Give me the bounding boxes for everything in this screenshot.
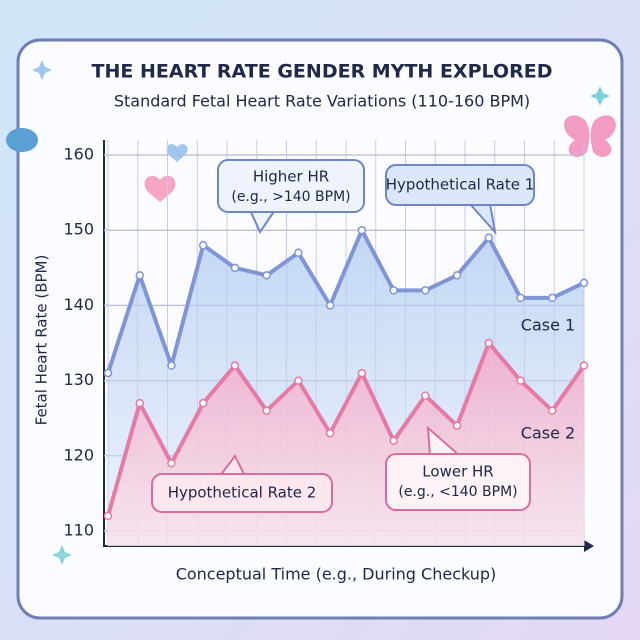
annotation: Higher HR	[253, 168, 329, 186]
point	[167, 459, 176, 468]
point	[579, 278, 589, 288]
annotation: Lower HR	[422, 463, 493, 481]
point	[516, 376, 525, 385]
annotation: (e.g., >140 BPM)	[231, 189, 350, 205]
point	[167, 361, 176, 370]
point	[135, 271, 144, 280]
series-line	[106, 341, 586, 517]
chart-title: THE HEART RATE GENDER MYTH EXPLORED	[92, 61, 553, 83]
series-line	[106, 228, 585, 374]
butterfly-icon	[564, 115, 616, 158]
chart-subtitle: Standard Fetal Heart Rate Variations (11…	[114, 92, 530, 111]
y-tick-label: 110	[63, 520, 94, 539]
point	[103, 368, 113, 378]
sparkle	[590, 86, 610, 106]
sparkle	[32, 60, 52, 80]
y-tick-label: 120	[63, 445, 94, 464]
y-tick-label: 130	[63, 370, 94, 389]
point	[135, 398, 144, 408]
point	[198, 241, 208, 250]
point	[262, 406, 271, 415]
y-tick-label: 150	[63, 220, 94, 239]
callout-tail	[426, 425, 461, 457]
point	[452, 421, 462, 430]
point	[548, 293, 557, 303]
callout-tail	[469, 203, 497, 236]
point	[294, 376, 303, 385]
sparkle	[52, 545, 72, 565]
point	[516, 293, 525, 303]
point	[357, 225, 367, 235]
callout-box	[385, 453, 531, 511]
y-axis-label: Fetal Heart Rate (BPM)	[33, 255, 51, 426]
point	[421, 286, 430, 295]
point	[230, 361, 240, 370]
point	[484, 233, 494, 242]
callout-tail	[249, 209, 276, 235]
point	[452, 271, 462, 280]
axis-arrow	[584, 540, 594, 552]
point	[230, 263, 240, 273]
point	[484, 338, 494, 348]
y-tick-label: 160	[63, 145, 94, 164]
callout-box	[385, 164, 535, 206]
point	[103, 511, 113, 521]
callout-box	[151, 473, 333, 513]
y-tick-label: 140	[63, 295, 94, 314]
point	[548, 406, 557, 415]
heart-icon	[166, 144, 188, 162]
annotation: Hypothetical Rate 1	[386, 176, 535, 194]
point	[294, 248, 303, 258]
point	[389, 436, 398, 445]
point	[325, 428, 335, 438]
annotation: Hypothetical Rate 2	[168, 484, 317, 502]
bird-icon	[6, 128, 38, 152]
legend-label: Case 1	[521, 316, 575, 335]
point	[357, 368, 367, 378]
x-axis-label: Conceptual Time (e.g., During Checkup)	[176, 565, 497, 584]
legend-label: Case 2	[521, 424, 575, 443]
annotation: (e.g., <140 BPM)	[398, 484, 517, 500]
point	[325, 301, 335, 310]
point	[389, 286, 398, 295]
callout-box	[217, 159, 365, 213]
point	[198, 398, 208, 408]
point	[262, 271, 271, 280]
point	[421, 391, 430, 400]
callout-tail	[219, 454, 246, 477]
point	[579, 361, 589, 370]
